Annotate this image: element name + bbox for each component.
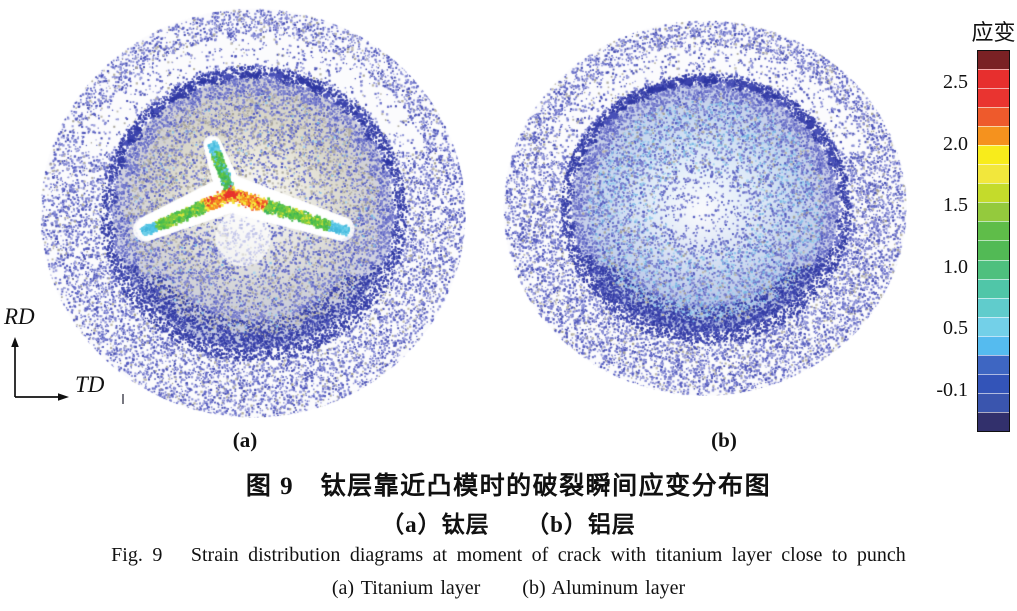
colorbar-segment: [978, 51, 1009, 70]
stray-scan-mark: [122, 394, 124, 404]
colorbar-segment: [978, 202, 1009, 222]
strain-map-aluminum-layer: [503, 20, 907, 396]
colorbar-tick-label: -0.1: [936, 378, 968, 401]
colorbar-segment: [978, 88, 1009, 108]
colorbar-segment: [978, 145, 1009, 165]
colorbar-segment: [978, 259, 1009, 279]
colorbar-segment: [978, 126, 1009, 146]
colorbar-segment: [978, 164, 1009, 184]
colorbar-segment: [978, 392, 1009, 412]
caption-chinese-title: 图 9 钛层靠近凸模时的破裂瞬间应变分布图: [245, 473, 772, 500]
colorbar-segment: [978, 316, 1009, 336]
colorbar-segment: [978, 335, 1009, 355]
colorbar-tick-label: 0.5: [943, 317, 968, 340]
caption-english-title: Fig. 9 Strain distribution diagrams at m…: [111, 544, 906, 566]
colorbar-tick-label: 2.5: [943, 71, 968, 94]
colorbar-segment: [978, 240, 1009, 260]
orientation-axes-arrows-icon: [11, 337, 69, 401]
caption-chinese-subtitle: （a）钛层 （b）铝层: [381, 512, 636, 537]
rd-axis-label: RD: [4, 304, 35, 329]
colorbar-segment: [978, 373, 1009, 393]
colorbar-ticks: 2.5 2.0 1.5 1.0 0.5 -0.1: [908, 50, 968, 432]
colorbar-segment: [978, 183, 1009, 203]
colorbar-segment: [978, 354, 1009, 374]
colorbar-scale: [977, 50, 1010, 432]
colorbar-segment: [978, 69, 1009, 89]
colorbar-segment: [978, 297, 1009, 317]
strain-map-titanium-layer: [40, 8, 466, 418]
panel-a-label: (a): [232, 428, 258, 452]
colorbar-segment: [978, 278, 1009, 298]
colorbar-tick-label: 2.0: [943, 132, 968, 155]
colorbar-title: 应变: [971, 20, 1016, 45]
colorbar-segment: [978, 107, 1009, 127]
colorbar: 应变 2.5 2.0 1.5 1.0 0.5 -0.1: [936, 20, 1016, 432]
colorbar-tick-label: 1.5: [943, 194, 968, 217]
td-axis-label: TD: [75, 372, 105, 397]
caption-english-subtitle: (a) Titanium layer (b) Aluminum layer: [331, 577, 686, 599]
panel-b-label: (b): [711, 428, 737, 452]
colorbar-tick-label: 1.0: [943, 255, 968, 278]
colorbar-segment: [978, 221, 1009, 241]
colorbar-segment: [978, 411, 1009, 431]
